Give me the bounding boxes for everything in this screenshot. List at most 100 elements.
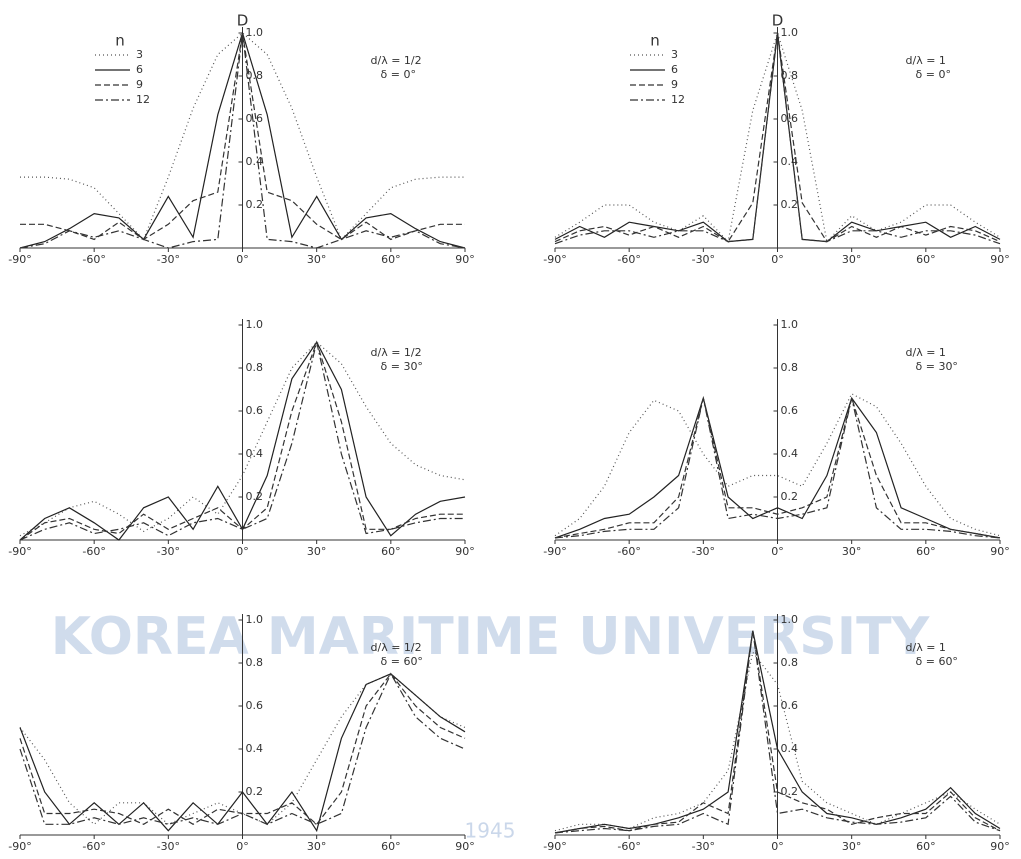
series-line	[20, 32, 465, 241]
x-tick-label: 0°	[771, 545, 784, 558]
legend-label: 3	[671, 48, 678, 61]
x-tick-label: -90°	[8, 545, 31, 558]
x-tick-label: 30°	[842, 253, 862, 266]
x-tick-label: 30°	[842, 545, 862, 558]
legend-label: 9	[671, 78, 678, 91]
x-tick-label: 90°	[455, 545, 475, 558]
annotation: d/λ = 1	[906, 641, 946, 654]
y-tick-label: 0.2	[246, 490, 264, 503]
series-line	[554, 392, 1001, 537]
y-tick-label: 1.0	[781, 318, 799, 331]
y-axis-label: D	[772, 12, 784, 30]
series-line	[554, 630, 1001, 834]
x-tick-label: -30°	[157, 840, 180, 853]
y-tick-label: 0.4	[781, 155, 799, 168]
y-axis-label: D	[237, 12, 249, 30]
y-tick-label: 0.8	[246, 361, 264, 374]
annotation: δ = 30°	[916, 360, 958, 373]
y-tick-label: 0.2	[246, 785, 264, 798]
series-line	[19, 340, 465, 541]
y-tick-label: 1.0	[781, 613, 799, 626]
legend-label: 6	[136, 63, 143, 76]
x-tick-label: -60°	[617, 253, 640, 266]
y-tick-label: 1.0	[246, 318, 264, 331]
x-tick-label: -90°	[8, 840, 31, 853]
series-line	[554, 630, 1001, 834]
x-tick-label: -90°	[543, 545, 566, 558]
x-tick-label: 60°	[916, 840, 936, 853]
series-line	[554, 397, 1001, 539]
x-tick-label: -30°	[157, 253, 180, 266]
x-tick-label: 60°	[916, 545, 936, 558]
x-tick-label: 90°	[455, 253, 475, 266]
y-tick-label: 0.2	[781, 785, 799, 798]
y-tick-label: 0.6	[781, 404, 799, 417]
x-tick-label: 0°	[236, 545, 249, 558]
y-tick-label: 0.6	[781, 112, 799, 125]
legend-label: 12	[136, 93, 150, 106]
annotation: δ = 30°	[381, 360, 423, 373]
y-tick-label: 0.2	[246, 198, 264, 211]
annotation: d/λ = 1/2	[371, 54, 422, 67]
y-tick-label: 1.0	[246, 613, 264, 626]
series-line	[554, 395, 1001, 539]
x-tick-label: -90°	[543, 253, 566, 266]
y-tick-label: 0.2	[781, 198, 799, 211]
annotation: δ = 0°	[381, 68, 416, 81]
series-line	[554, 630, 1001, 834]
legend-label: 3	[136, 48, 143, 61]
x-tick-label: 90°	[990, 545, 1010, 558]
x-tick-label: -60°	[82, 545, 105, 558]
annotation: d/λ = 1/2	[371, 346, 422, 359]
x-tick-label: 30°	[842, 840, 862, 853]
y-tick-label: 0.8	[781, 361, 799, 374]
y-tick-label: 0.4	[246, 447, 264, 460]
x-tick-label: 0°	[771, 253, 784, 266]
x-tick-label: -90°	[8, 253, 31, 266]
annotation: d/λ = 1	[906, 346, 946, 359]
series-line	[554, 32, 1001, 245]
x-tick-label: 90°	[455, 840, 475, 853]
legend-label: 6	[671, 63, 678, 76]
annotation: d/λ = 1/2	[371, 641, 422, 654]
annotation: d/λ = 1	[906, 54, 946, 67]
y-tick-label: 0.2	[781, 490, 799, 503]
annotation: δ = 60°	[381, 655, 423, 668]
x-tick-label: -30°	[157, 545, 180, 558]
y-tick-label: 1.0	[781, 26, 799, 39]
x-tick-label: 0°	[771, 840, 784, 853]
x-tick-label: -90°	[543, 840, 566, 853]
annotation: δ = 60°	[916, 655, 958, 668]
y-tick-label: 1.0	[246, 26, 264, 39]
x-tick-label: 90°	[990, 840, 1010, 853]
x-tick-label: -60°	[617, 545, 640, 558]
x-tick-label: -60°	[82, 840, 105, 853]
y-tick-label: 0.4	[246, 742, 264, 755]
x-tick-label: 30°	[307, 253, 327, 266]
series-line	[554, 32, 1001, 243]
x-tick-label: 30°	[307, 545, 327, 558]
legend-label: 9	[136, 78, 143, 91]
x-tick-label: 60°	[381, 840, 401, 853]
x-tick-label: 60°	[381, 253, 401, 266]
legend-title: n	[650, 32, 660, 50]
y-tick-label: 0.8	[781, 69, 799, 82]
annotation: δ = 0°	[916, 68, 951, 81]
y-tick-label: 0.6	[246, 404, 264, 417]
series-line	[554, 650, 1001, 832]
watermark: KOREA MARITIME UNIVERSITY	[51, 607, 931, 667]
y-tick-label: 0.4	[781, 447, 799, 460]
legend-title: n	[115, 32, 125, 50]
series-line	[19, 672, 466, 825]
x-tick-label: 30°	[307, 840, 327, 853]
x-tick-label: 90°	[990, 253, 1010, 266]
y-tick-label: 0.6	[246, 699, 264, 712]
watermark-year: 1945	[465, 819, 516, 843]
x-tick-label: 60°	[381, 545, 401, 558]
y-tick-label: 0.6	[246, 112, 264, 125]
series-line	[554, 395, 1001, 539]
legend-label: 12	[671, 93, 685, 106]
x-tick-label: -30°	[692, 253, 715, 266]
x-tick-label: 0°	[236, 253, 249, 266]
